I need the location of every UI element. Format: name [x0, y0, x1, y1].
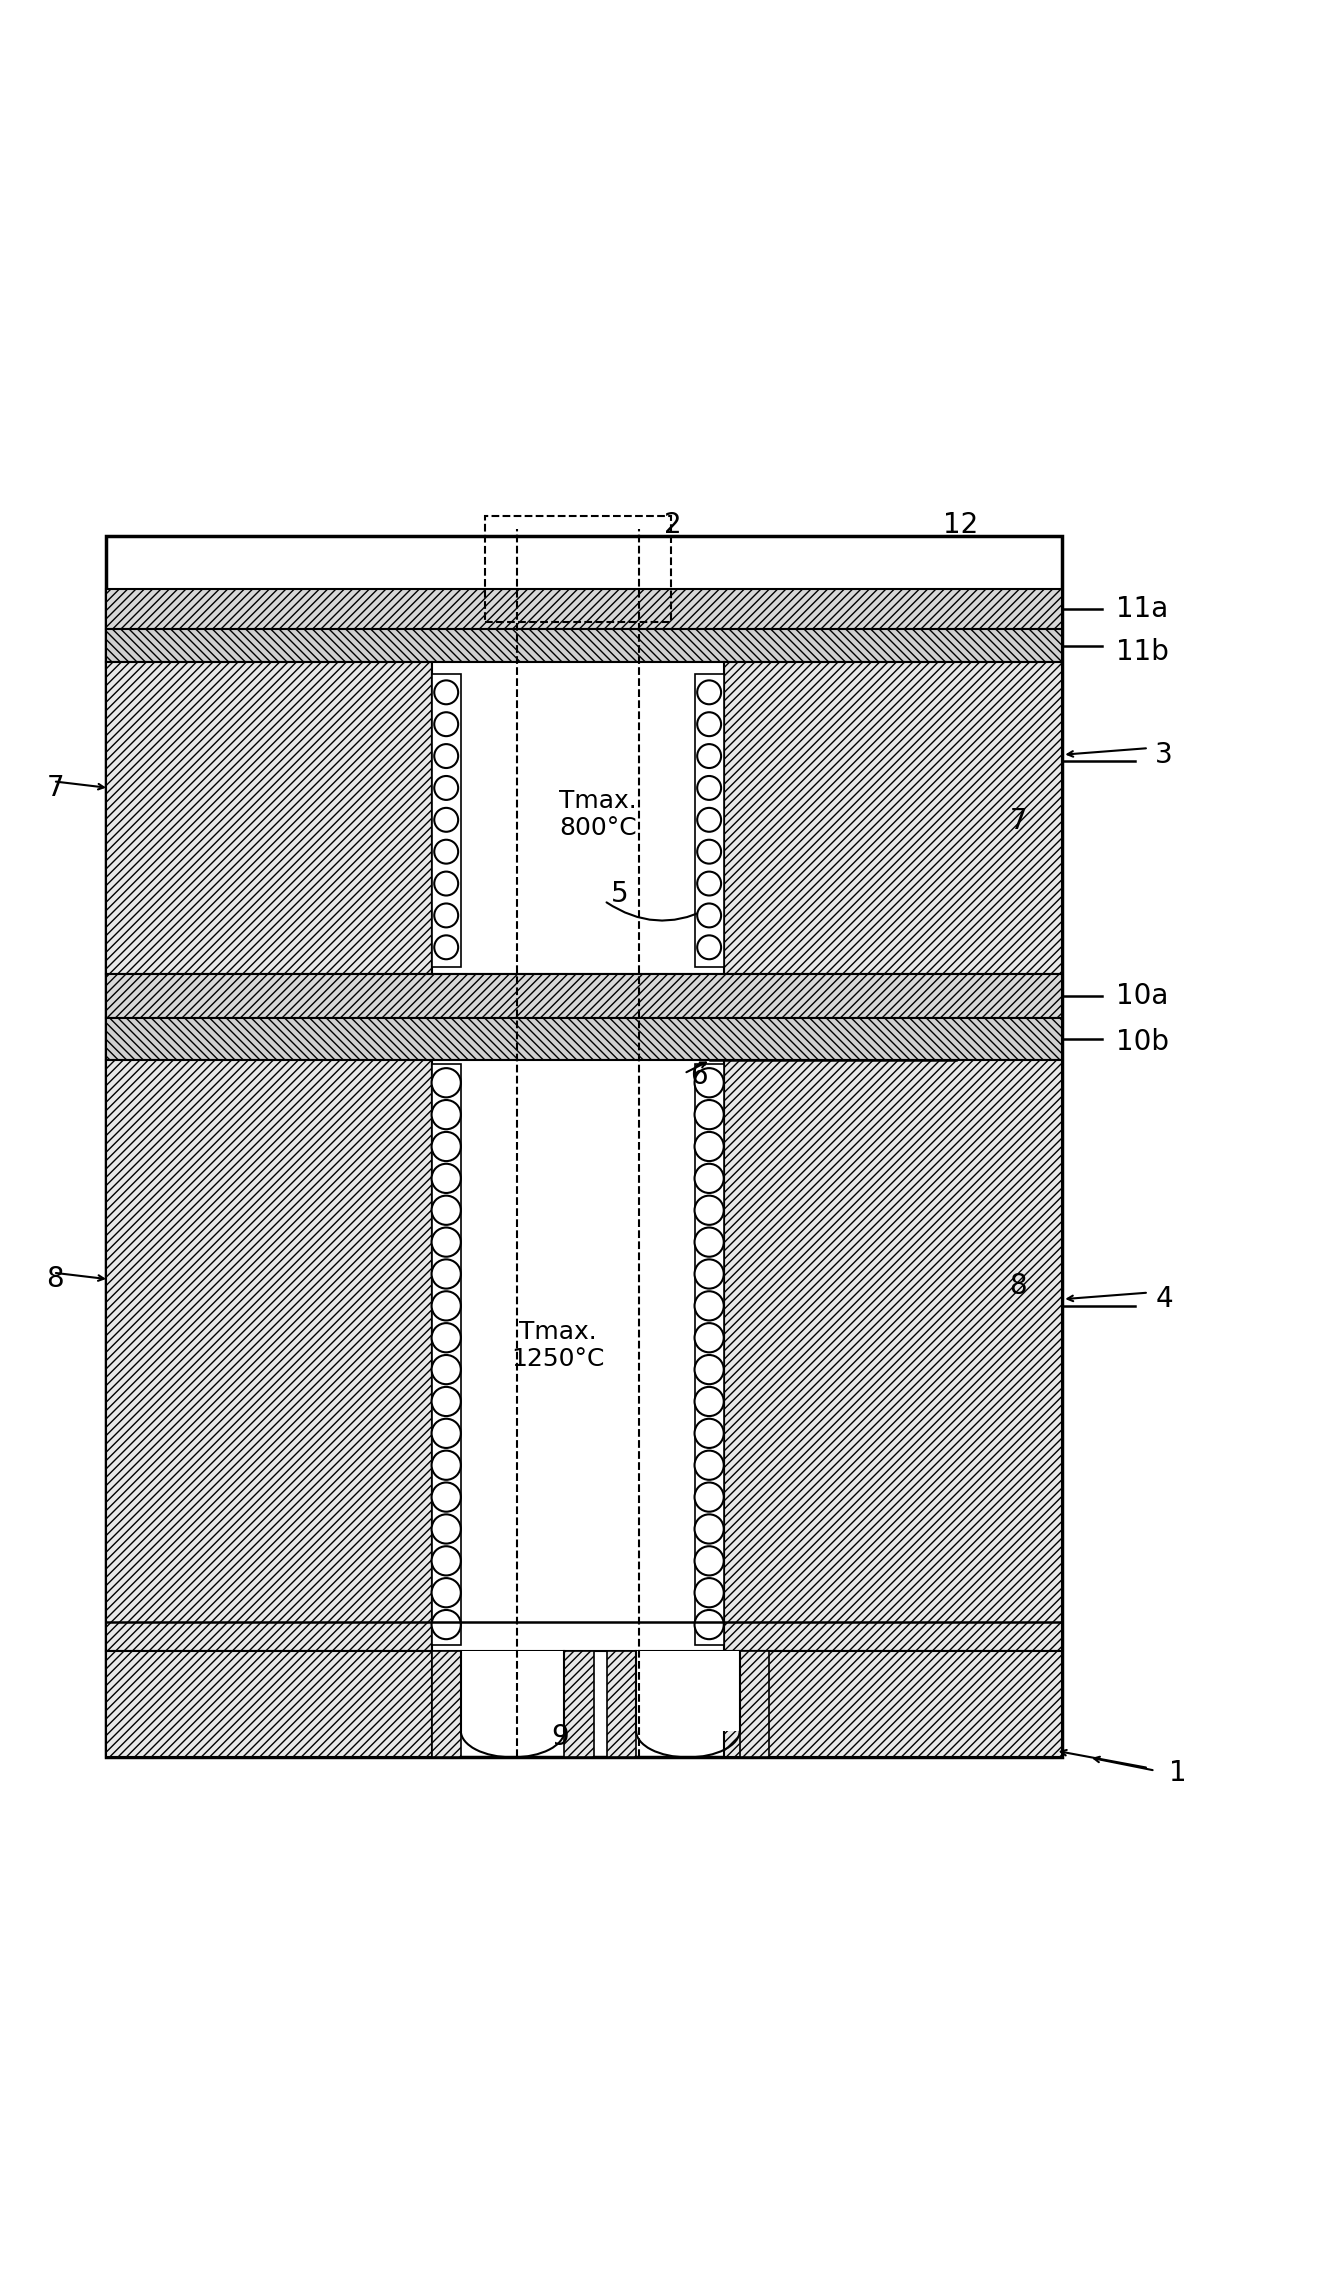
Bar: [106, 589, 1062, 628]
Circle shape: [695, 1513, 724, 1543]
Bar: [106, 1651, 432, 1756]
Circle shape: [432, 1291, 461, 1321]
Bar: [740, 1651, 769, 1756]
Circle shape: [697, 745, 721, 768]
Circle shape: [434, 681, 458, 704]
Bar: [724, 1059, 1062, 1651]
Text: 5: 5: [611, 881, 628, 908]
Bar: [106, 537, 1062, 1756]
Circle shape: [695, 1419, 724, 1447]
Circle shape: [432, 1578, 461, 1607]
Circle shape: [697, 713, 721, 736]
Text: 12: 12: [943, 511, 979, 539]
Text: 8: 8: [46, 1266, 64, 1293]
Circle shape: [697, 839, 721, 864]
Circle shape: [432, 1610, 461, 1639]
Circle shape: [432, 1545, 461, 1575]
Text: 2: 2: [664, 511, 681, 539]
Text: 10b: 10b: [1116, 1027, 1169, 1055]
Circle shape: [434, 807, 458, 832]
Circle shape: [695, 1355, 724, 1385]
Text: 1: 1: [1169, 1759, 1186, 1786]
Circle shape: [432, 1387, 461, 1417]
Text: 10a: 10a: [1116, 981, 1167, 1011]
Circle shape: [695, 1578, 724, 1607]
Circle shape: [695, 1484, 724, 1511]
Text: 7: 7: [46, 775, 64, 803]
Circle shape: [434, 775, 458, 800]
Bar: [695, 1064, 724, 1644]
Text: 8: 8: [1009, 1273, 1027, 1300]
Bar: [106, 975, 1062, 1018]
Text: 6: 6: [691, 1062, 708, 1089]
Circle shape: [695, 1259, 724, 1289]
Bar: [432, 1064, 461, 1644]
Text: 11b: 11b: [1116, 637, 1169, 667]
Circle shape: [432, 1069, 461, 1098]
Circle shape: [695, 1227, 724, 1257]
Circle shape: [695, 1195, 724, 1224]
Circle shape: [434, 713, 458, 736]
Text: 11a: 11a: [1116, 594, 1167, 624]
Circle shape: [434, 871, 458, 897]
Bar: [607, 1651, 636, 1756]
Circle shape: [697, 775, 721, 800]
Bar: [106, 1018, 1062, 1059]
Circle shape: [432, 1195, 461, 1224]
Circle shape: [432, 1323, 461, 1353]
Circle shape: [432, 1419, 461, 1447]
Circle shape: [695, 1610, 724, 1639]
Bar: [106, 663, 432, 975]
Bar: [432, 1651, 461, 1756]
Circle shape: [695, 1291, 724, 1321]
Circle shape: [697, 936, 721, 958]
Text: 7: 7: [1009, 807, 1027, 835]
Bar: [695, 674, 724, 968]
Bar: [432, 674, 461, 968]
Bar: [636, 1651, 740, 1731]
Circle shape: [695, 1323, 724, 1353]
Circle shape: [697, 807, 721, 832]
Circle shape: [695, 1387, 724, 1417]
Circle shape: [432, 1165, 461, 1192]
Circle shape: [695, 1165, 724, 1192]
Circle shape: [434, 936, 458, 958]
Bar: [724, 1651, 1062, 1756]
Bar: [485, 516, 671, 621]
Text: 800°C: 800°C: [559, 816, 636, 839]
Bar: [564, 1651, 594, 1756]
Circle shape: [697, 871, 721, 897]
Circle shape: [432, 1227, 461, 1257]
Bar: [432, 663, 724, 975]
Circle shape: [432, 1484, 461, 1511]
Circle shape: [432, 1259, 461, 1289]
Bar: [432, 1059, 724, 1651]
Circle shape: [695, 1069, 724, 1098]
Circle shape: [695, 1101, 724, 1128]
Circle shape: [432, 1513, 461, 1543]
Text: 4: 4: [1155, 1284, 1173, 1314]
Circle shape: [434, 839, 458, 864]
Circle shape: [695, 1133, 724, 1160]
Circle shape: [432, 1133, 461, 1160]
Circle shape: [432, 1451, 461, 1479]
Circle shape: [434, 745, 458, 768]
Bar: [724, 663, 1062, 975]
Text: 3: 3: [1155, 741, 1173, 768]
Text: 9: 9: [551, 1724, 568, 1752]
Bar: [106, 628, 1062, 663]
Text: Tmax.: Tmax.: [519, 1321, 596, 1344]
Circle shape: [432, 1355, 461, 1385]
Circle shape: [695, 1545, 724, 1575]
Circle shape: [434, 903, 458, 926]
Circle shape: [697, 681, 721, 704]
Circle shape: [432, 1101, 461, 1128]
Bar: [106, 1059, 432, 1651]
Bar: [461, 1651, 564, 1731]
Text: 1250°C: 1250°C: [511, 1346, 604, 1371]
Circle shape: [697, 903, 721, 926]
Text: Tmax.: Tmax.: [559, 789, 636, 814]
Circle shape: [695, 1451, 724, 1479]
